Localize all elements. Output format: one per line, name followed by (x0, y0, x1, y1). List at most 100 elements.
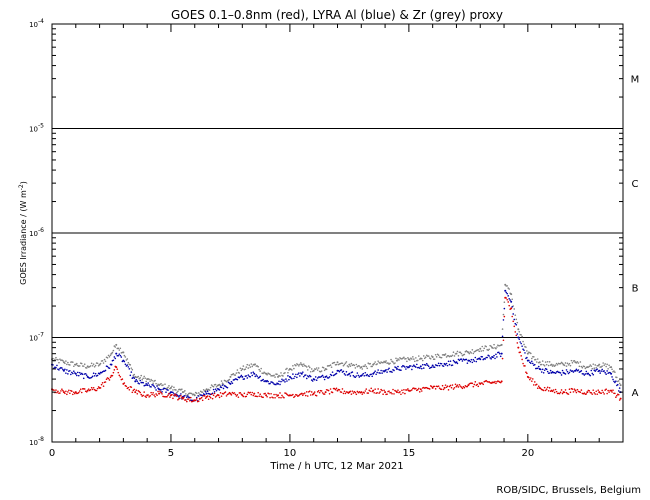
data-point (372, 372, 375, 375)
data-point (203, 395, 206, 397)
data-point (590, 369, 593, 372)
data-point (106, 357, 109, 359)
data-point (505, 297, 508, 299)
data-point (544, 389, 547, 392)
data-point (412, 356, 414, 358)
data-point (279, 392, 281, 394)
data-point (144, 395, 146, 397)
data-point (67, 373, 69, 375)
data-point (206, 395, 209, 397)
data-point (576, 388, 579, 391)
data-point (83, 388, 86, 390)
data-point (366, 367, 369, 370)
data-point (150, 386, 152, 388)
data-point (418, 367, 421, 369)
data-point (259, 370, 261, 372)
data-point (375, 373, 377, 376)
data-point (260, 367, 262, 370)
data-point (69, 369, 71, 372)
data-point (605, 365, 607, 368)
data-point (567, 364, 570, 366)
data-point (345, 361, 348, 363)
data-point (335, 372, 338, 375)
data-point (606, 363, 608, 366)
data-point (160, 388, 162, 391)
data-point (580, 389, 583, 391)
data-point (598, 369, 601, 372)
data-point (133, 373, 136, 376)
data-point (257, 365, 259, 368)
data-point (286, 367, 288, 370)
data-point (594, 364, 597, 366)
data-point (371, 365, 373, 368)
data-point (460, 352, 463, 355)
data-point (440, 388, 443, 391)
data-point (591, 367, 594, 370)
data-point (610, 389, 613, 392)
data-point (145, 396, 147, 398)
data-point (277, 382, 280, 385)
data-point (333, 361, 336, 364)
data-point (474, 381, 477, 383)
data-point (437, 354, 440, 357)
data-point (236, 369, 239, 371)
data-point (206, 390, 209, 393)
data-point (221, 384, 224, 386)
data-point (472, 352, 475, 355)
data-point (110, 352, 113, 355)
data-point (503, 301, 506, 303)
data-point (124, 356, 127, 358)
data-point (262, 372, 264, 375)
data-point (358, 390, 361, 393)
data-point (612, 389, 614, 391)
data-point (507, 301, 510, 303)
data-point (320, 390, 323, 392)
data-point (402, 391, 404, 394)
data-point (605, 388, 607, 391)
data-point (538, 361, 541, 364)
data-point (245, 366, 248, 368)
data-point (352, 374, 355, 377)
data-point (451, 354, 454, 357)
data-point (330, 374, 333, 377)
data-point (233, 392, 236, 394)
data-point (293, 377, 295, 380)
data-point (119, 347, 122, 350)
data-point (421, 359, 424, 362)
data-point (483, 347, 486, 350)
data-point (295, 364, 297, 367)
data-point (566, 370, 569, 373)
data-point (165, 391, 167, 394)
data-point (247, 367, 250, 369)
data-point (237, 396, 240, 398)
data-point (498, 351, 500, 354)
data-point (92, 372, 95, 375)
data-point (524, 365, 526, 367)
data-point (613, 380, 615, 383)
data-point (595, 390, 598, 393)
data-point (558, 392, 561, 395)
data-point (292, 364, 294, 367)
data-point (131, 391, 134, 394)
data-point (316, 377, 319, 379)
data-point (361, 368, 364, 370)
data-point (62, 369, 65, 372)
data-point (135, 378, 138, 381)
data-point (351, 371, 354, 373)
data-point (214, 383, 217, 386)
data-point (362, 372, 365, 375)
data-point (501, 335, 504, 338)
data-point (590, 392, 593, 394)
data-point (152, 384, 154, 386)
data-point (481, 355, 484, 358)
data-point (266, 373, 268, 376)
data-point (95, 389, 98, 392)
x-axis: 0 5 10 15 20 (49, 24, 624, 459)
data-point (493, 343, 495, 346)
data-point (140, 393, 143, 396)
data-point (553, 365, 556, 367)
data-point (539, 368, 542, 371)
data-point (72, 393, 74, 396)
data-point (448, 385, 451, 388)
data-point (119, 354, 122, 357)
